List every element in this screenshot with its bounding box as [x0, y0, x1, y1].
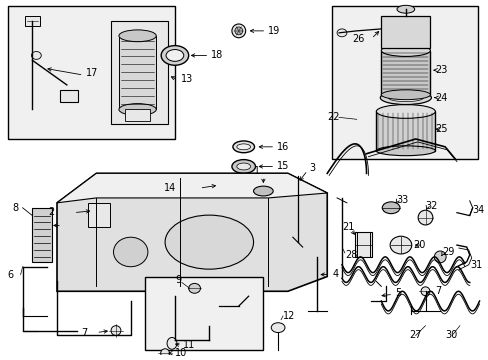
Ellipse shape	[119, 30, 156, 42]
Text: 20: 20	[413, 240, 425, 250]
Bar	[24, 16, 40, 26]
Ellipse shape	[381, 90, 429, 100]
Text: 29: 29	[441, 247, 454, 257]
Text: 28: 28	[344, 250, 357, 260]
Bar	[381, 16, 429, 48]
Text: 33: 33	[395, 195, 407, 205]
Text: 25: 25	[434, 124, 447, 134]
Text: 16: 16	[277, 142, 289, 152]
Text: 26: 26	[351, 34, 364, 44]
Ellipse shape	[231, 24, 245, 38]
Ellipse shape	[223, 182, 234, 189]
Bar	[111, 21, 168, 124]
Text: 9: 9	[175, 275, 181, 285]
Ellipse shape	[376, 146, 434, 156]
Text: 1: 1	[254, 166, 260, 176]
Text: 6: 6	[8, 270, 14, 280]
Ellipse shape	[380, 91, 430, 104]
Text: 32: 32	[425, 201, 437, 211]
Polygon shape	[32, 208, 52, 262]
Ellipse shape	[271, 323, 285, 333]
Text: 7: 7	[434, 286, 441, 296]
Text: 12: 12	[283, 311, 295, 321]
Text: 21: 21	[341, 222, 354, 233]
Text: 18: 18	[211, 50, 223, 60]
Ellipse shape	[420, 287, 429, 296]
Ellipse shape	[119, 104, 156, 115]
Text: 10: 10	[175, 348, 187, 358]
Ellipse shape	[232, 141, 254, 153]
Text: 4: 4	[331, 269, 338, 279]
Ellipse shape	[113, 237, 147, 267]
Ellipse shape	[161, 46, 188, 65]
Text: 5: 5	[394, 288, 401, 298]
Bar	[376, 112, 434, 151]
Bar	[145, 276, 263, 350]
Bar	[8, 6, 175, 139]
Ellipse shape	[382, 202, 399, 213]
Bar	[119, 36, 156, 109]
Bar	[60, 90, 78, 102]
Ellipse shape	[236, 163, 250, 170]
Text: 13: 13	[181, 74, 193, 84]
Polygon shape	[57, 174, 326, 203]
Ellipse shape	[389, 236, 411, 254]
Text: 27: 27	[408, 330, 421, 341]
Text: 23: 23	[434, 65, 447, 75]
Ellipse shape	[231, 159, 255, 174]
Ellipse shape	[188, 283, 200, 293]
Ellipse shape	[166, 50, 183, 61]
Ellipse shape	[381, 45, 429, 57]
Text: 15: 15	[277, 162, 289, 171]
Text: 14: 14	[163, 183, 176, 193]
Text: 11: 11	[183, 340, 195, 350]
Ellipse shape	[336, 29, 346, 37]
Text: 30: 30	[444, 330, 456, 341]
Ellipse shape	[234, 27, 242, 35]
Ellipse shape	[219, 179, 238, 191]
Ellipse shape	[433, 251, 445, 263]
Text: 7: 7	[81, 328, 88, 338]
Text: 31: 31	[470, 260, 482, 270]
Bar	[124, 109, 150, 121]
Ellipse shape	[253, 186, 273, 196]
Ellipse shape	[376, 104, 434, 118]
Ellipse shape	[31, 51, 41, 59]
Bar	[88, 203, 110, 228]
Text: 17: 17	[85, 68, 98, 78]
Ellipse shape	[396, 5, 414, 13]
Text: 34: 34	[472, 205, 484, 215]
Ellipse shape	[165, 215, 253, 269]
Ellipse shape	[387, 94, 423, 102]
Polygon shape	[57, 174, 326, 291]
Bar	[354, 232, 372, 257]
Ellipse shape	[111, 326, 121, 336]
Text: 8: 8	[13, 203, 19, 213]
Text: 3: 3	[309, 163, 315, 174]
Ellipse shape	[417, 210, 432, 225]
Ellipse shape	[167, 337, 177, 349]
Text: 19: 19	[268, 26, 280, 36]
Bar	[381, 50, 429, 95]
Text: 22: 22	[326, 112, 339, 122]
Bar	[331, 6, 477, 159]
Text: 2: 2	[48, 207, 54, 217]
Text: 24: 24	[434, 93, 447, 103]
Ellipse shape	[161, 349, 169, 357]
Ellipse shape	[236, 144, 250, 150]
